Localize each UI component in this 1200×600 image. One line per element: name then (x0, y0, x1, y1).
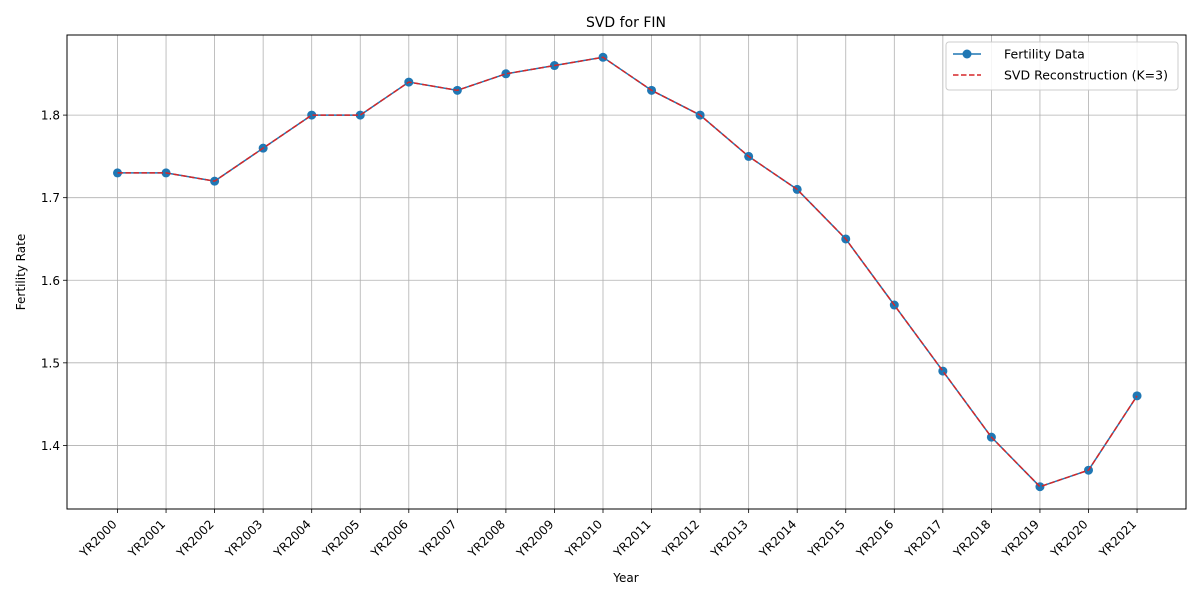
plot-frame (66, 34, 1187, 510)
legend-label-svd-reconstruction: SVD Reconstruction (K=3) (1004, 68, 1168, 83)
y-tick-label: 1.5 (41, 356, 60, 370)
legend-label-fertility-data: Fertility Data (1004, 47, 1085, 62)
y-tick-label: 1.8 (41, 109, 60, 123)
y-tick-label: 1.7 (41, 191, 60, 205)
data-point-fertility-data (501, 69, 511, 79)
y-axis-title: Fertility Rate (14, 234, 28, 310)
grid (67, 35, 1186, 509)
x-axis-title: Year (612, 571, 638, 585)
y-tick-label: 1.6 (41, 274, 60, 288)
y-axis-ticks: 1.4 1.5 1.6 1.7 1.8 (41, 109, 67, 453)
legend: Fertility Data SVD Reconstruction (K=3) (945, 41, 1179, 91)
y-tick-label: 1.4 (41, 439, 60, 453)
legend-box (945, 41, 1179, 91)
series-group (113, 52, 1142, 492)
chart-title: SVD for FIN (586, 15, 666, 31)
series-line-svd-reconstruction (117, 56, 1138, 488)
legend-marker-fertility-data (962, 49, 972, 59)
data-point-fertility-data (1132, 391, 1142, 401)
